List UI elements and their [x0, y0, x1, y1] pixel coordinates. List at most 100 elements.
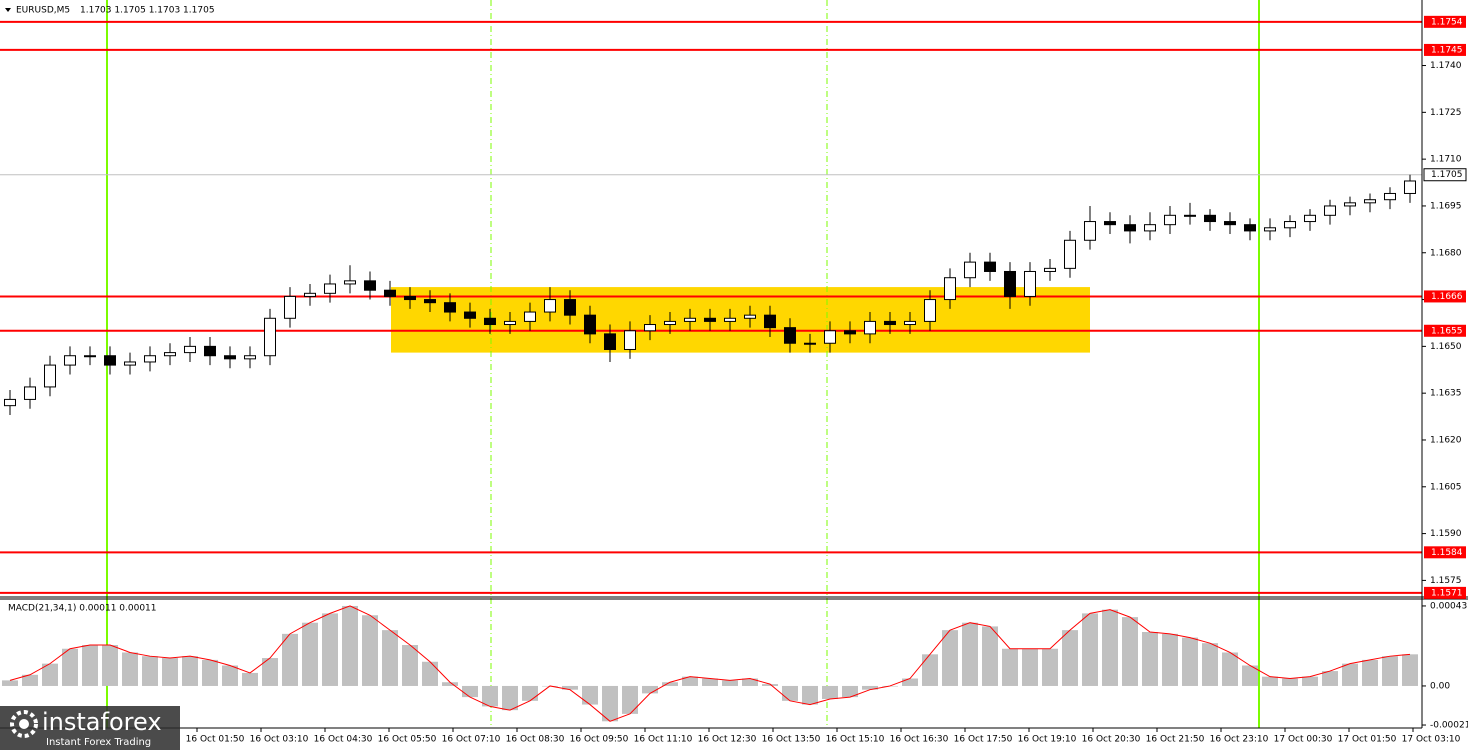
- macd-bar: [262, 658, 278, 686]
- macd-bar: [702, 678, 718, 686]
- candle-body: [1384, 192, 1396, 201]
- x-tick-label: 17 Oct 03:10: [1402, 735, 1461, 745]
- x-tick-label: 16 Oct 13:50: [762, 735, 821, 745]
- watermark-brand: instaforex: [42, 708, 162, 736]
- watermark-tagline: Instant Forex Trading: [46, 737, 151, 748]
- x-tick-label: 16 Oct 12:30: [698, 735, 757, 745]
- level-label: 1.1584: [1431, 548, 1463, 558]
- macd-bar: [1362, 659, 1378, 686]
- y-tick-label: 1.1590: [1430, 529, 1462, 539]
- macd-bar: [362, 615, 378, 686]
- indicator-title: MACD(21,34,1) 0.00011 0.00011: [8, 604, 157, 614]
- macd-bar: [122, 652, 138, 686]
- candle-body: [1224, 221, 1236, 226]
- candle-body: [24, 386, 36, 400]
- candle-body: [44, 364, 56, 388]
- macd-bar: [1382, 656, 1398, 686]
- macd-bar: [1302, 676, 1318, 686]
- candle-body: [464, 311, 476, 319]
- candle-body: [984, 261, 996, 272]
- macd-bar: [142, 656, 158, 686]
- macd-bar: [942, 630, 958, 686]
- macd-bar: [242, 672, 258, 686]
- macd-bar: [602, 685, 618, 722]
- level-label-bg: [1424, 15, 1466, 28]
- x-tick-label: 16 Oct 08:30: [506, 735, 565, 745]
- macd-bar: [282, 633, 298, 686]
- macd-bar: [82, 645, 98, 686]
- candle-body: [1084, 221, 1096, 241]
- y-tick-label: 1.1650: [1430, 342, 1462, 352]
- macd-bar: [42, 663, 58, 686]
- x-tick-label: 16 Oct 01:50: [186, 735, 245, 745]
- macd-bar: [782, 685, 798, 701]
- candle-body: [1204, 214, 1216, 223]
- candle-body: [1404, 180, 1416, 194]
- macd-bar: [202, 659, 218, 686]
- x-tick-label: 17 Oct 01:50: [1338, 735, 1397, 745]
- macd-bar: [962, 622, 978, 686]
- candle-body: [764, 314, 776, 329]
- candle-body: [84, 355, 96, 358]
- macd-bar: [1042, 648, 1058, 686]
- indicator-y-tick-label: 0.00043: [1430, 601, 1467, 611]
- macd-bar: [582, 685, 598, 705]
- y-tick-label: 1.1695: [1430, 201, 1462, 211]
- candle-body: [804, 342, 816, 345]
- candle-body: [1004, 270, 1016, 297]
- macd-bar: [482, 685, 498, 707]
- watermark-bg: [0, 706, 180, 750]
- x-tick-label: 16 Oct 15:10: [826, 735, 885, 745]
- macd-bar: [762, 684, 778, 686]
- level-label: 1.1655: [1431, 326, 1463, 336]
- y-tick-label: 1.1680: [1430, 248, 1462, 258]
- indicator-y-tick-label: 0.00: [1430, 681, 1450, 691]
- candle-body: [924, 299, 936, 322]
- macd-bar: [722, 680, 738, 686]
- level-label-bg: [1424, 290, 1466, 303]
- level-label-bg: [1424, 546, 1466, 559]
- candle-body: [364, 280, 376, 291]
- x-tick-label: 16 Oct 09:50: [570, 735, 629, 745]
- x-tick-label: 16 Oct 16:30: [890, 735, 949, 745]
- macd-bar: [22, 674, 38, 686]
- macd-bar: [862, 685, 878, 690]
- candle-body: [864, 320, 876, 335]
- macd-bar: [682, 676, 698, 686]
- x-tick-label: 16 Oct 23:10: [1210, 735, 1269, 745]
- x-tick-label: 17 Oct 00:30: [1274, 735, 1333, 745]
- candle-body: [124, 361, 136, 366]
- candle-body: [964, 261, 976, 279]
- candle-body: [904, 320, 916, 326]
- candle-body: [304, 292, 316, 297]
- candle-body: [164, 352, 176, 357]
- watermark-icon: [10, 710, 38, 738]
- candle-body: [444, 302, 456, 313]
- candle-body: [1364, 199, 1376, 204]
- macd-bar: [802, 685, 818, 705]
- candle-body: [284, 295, 296, 319]
- candle-body: [844, 330, 856, 335]
- candle-body: [564, 299, 576, 316]
- macd-bar: [1062, 630, 1078, 686]
- macd-bar: [222, 665, 238, 686]
- zone-layer: [391, 287, 1090, 353]
- macd-bar: [382, 630, 398, 686]
- candle-body: [224, 355, 236, 360]
- level-label: 1.1666: [1431, 292, 1463, 302]
- watermark: instaforex Instant Forex Trading: [0, 706, 180, 750]
- macd-bar: [1122, 617, 1138, 686]
- range-zone: [391, 287, 1090, 353]
- macd-bar: [982, 626, 998, 686]
- macd-bar: [162, 658, 178, 686]
- candle-body: [104, 355, 116, 366]
- candle-body: [744, 314, 756, 319]
- y-tick-label: 1.1725: [1430, 108, 1462, 118]
- macd-signal-line: [9, 605, 1411, 722]
- candle-body: [1324, 205, 1336, 216]
- candle-body: [4, 398, 16, 407]
- macd-bar: [302, 622, 318, 686]
- macd-bar: [1342, 663, 1358, 686]
- macd-bar: [342, 605, 358, 686]
